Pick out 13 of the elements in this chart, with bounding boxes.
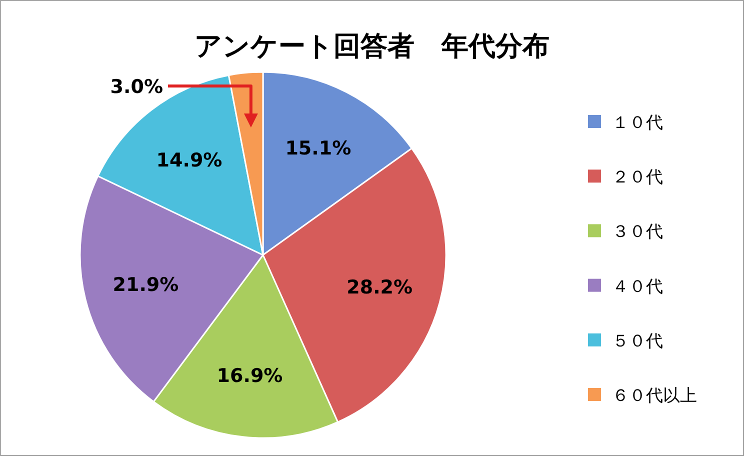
data-label: 15.1% xyxy=(285,138,352,160)
legend-label: ５０代 xyxy=(612,331,663,352)
legend-label: ４０代 xyxy=(612,276,663,297)
legend-label: ２０代 xyxy=(612,168,663,188)
data-label: 3.0% xyxy=(110,76,163,98)
legend-label: ３０代 xyxy=(612,222,663,242)
data-label: 21.9% xyxy=(112,274,179,296)
data-label: 16.9% xyxy=(216,365,283,388)
chart-title: アンケート回答者 年代分布 xyxy=(194,31,550,62)
data-label: 14.9% xyxy=(156,149,222,172)
data-label: 28.2% xyxy=(346,276,413,299)
legend-label: １０代 xyxy=(612,113,663,133)
legend-label: ６０代以上 xyxy=(612,386,697,406)
